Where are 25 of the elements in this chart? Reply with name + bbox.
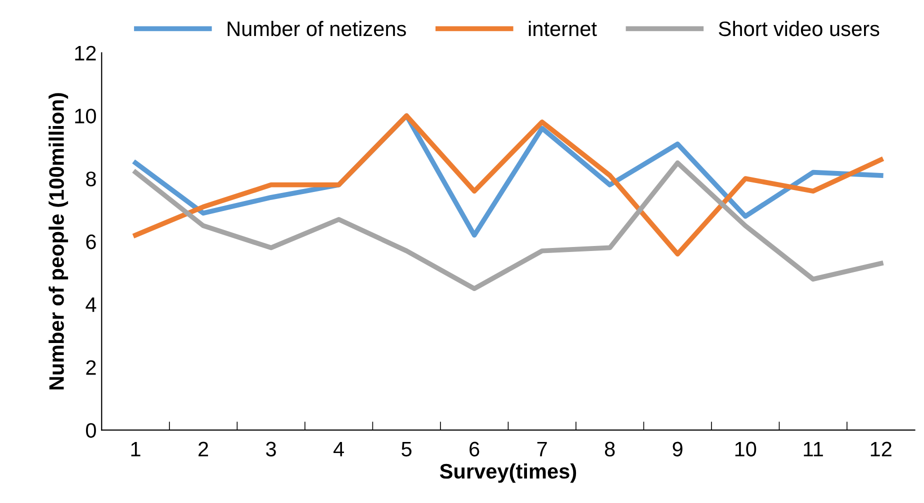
y-tick-label: 6	[86, 234, 96, 250]
line-series	[133, 160, 884, 292]
x-tick-label: 4	[333, 442, 344, 456]
x-tick-label: 1	[131, 442, 140, 456]
x-tick-label: 11	[804, 442, 823, 456]
x-tick-label: 6	[470, 442, 480, 456]
x-tick-label: 7	[537, 442, 547, 456]
x-tick-label: 3	[266, 442, 276, 456]
x-tick-label: 2	[198, 442, 208, 456]
y-tick-label: 12	[75, 46, 96, 60]
x-tick-label: 10	[735, 442, 756, 456]
x-tick-label: 8	[604, 442, 615, 456]
legend-label: Number of netizens	[228, 20, 406, 36]
legend-label: Short video users	[718, 20, 880, 36]
y-axis-title: Number of people (100million)	[48, 93, 68, 390]
y-tick-label: 4	[86, 298, 96, 312]
x-tick-label: 5	[402, 442, 412, 456]
y-tick-label: 2	[86, 360, 96, 375]
legend-label: internet	[528, 20, 597, 36]
x-tick-label: 9	[672, 442, 682, 456]
x-axis-title: Survey(times)	[440, 463, 576, 483]
y-tick-label: 0	[86, 423, 96, 438]
y-tick-label: 8	[86, 172, 96, 186]
x-tick-label: 12	[870, 442, 892, 456]
y-tick-label: 10	[75, 108, 96, 124]
